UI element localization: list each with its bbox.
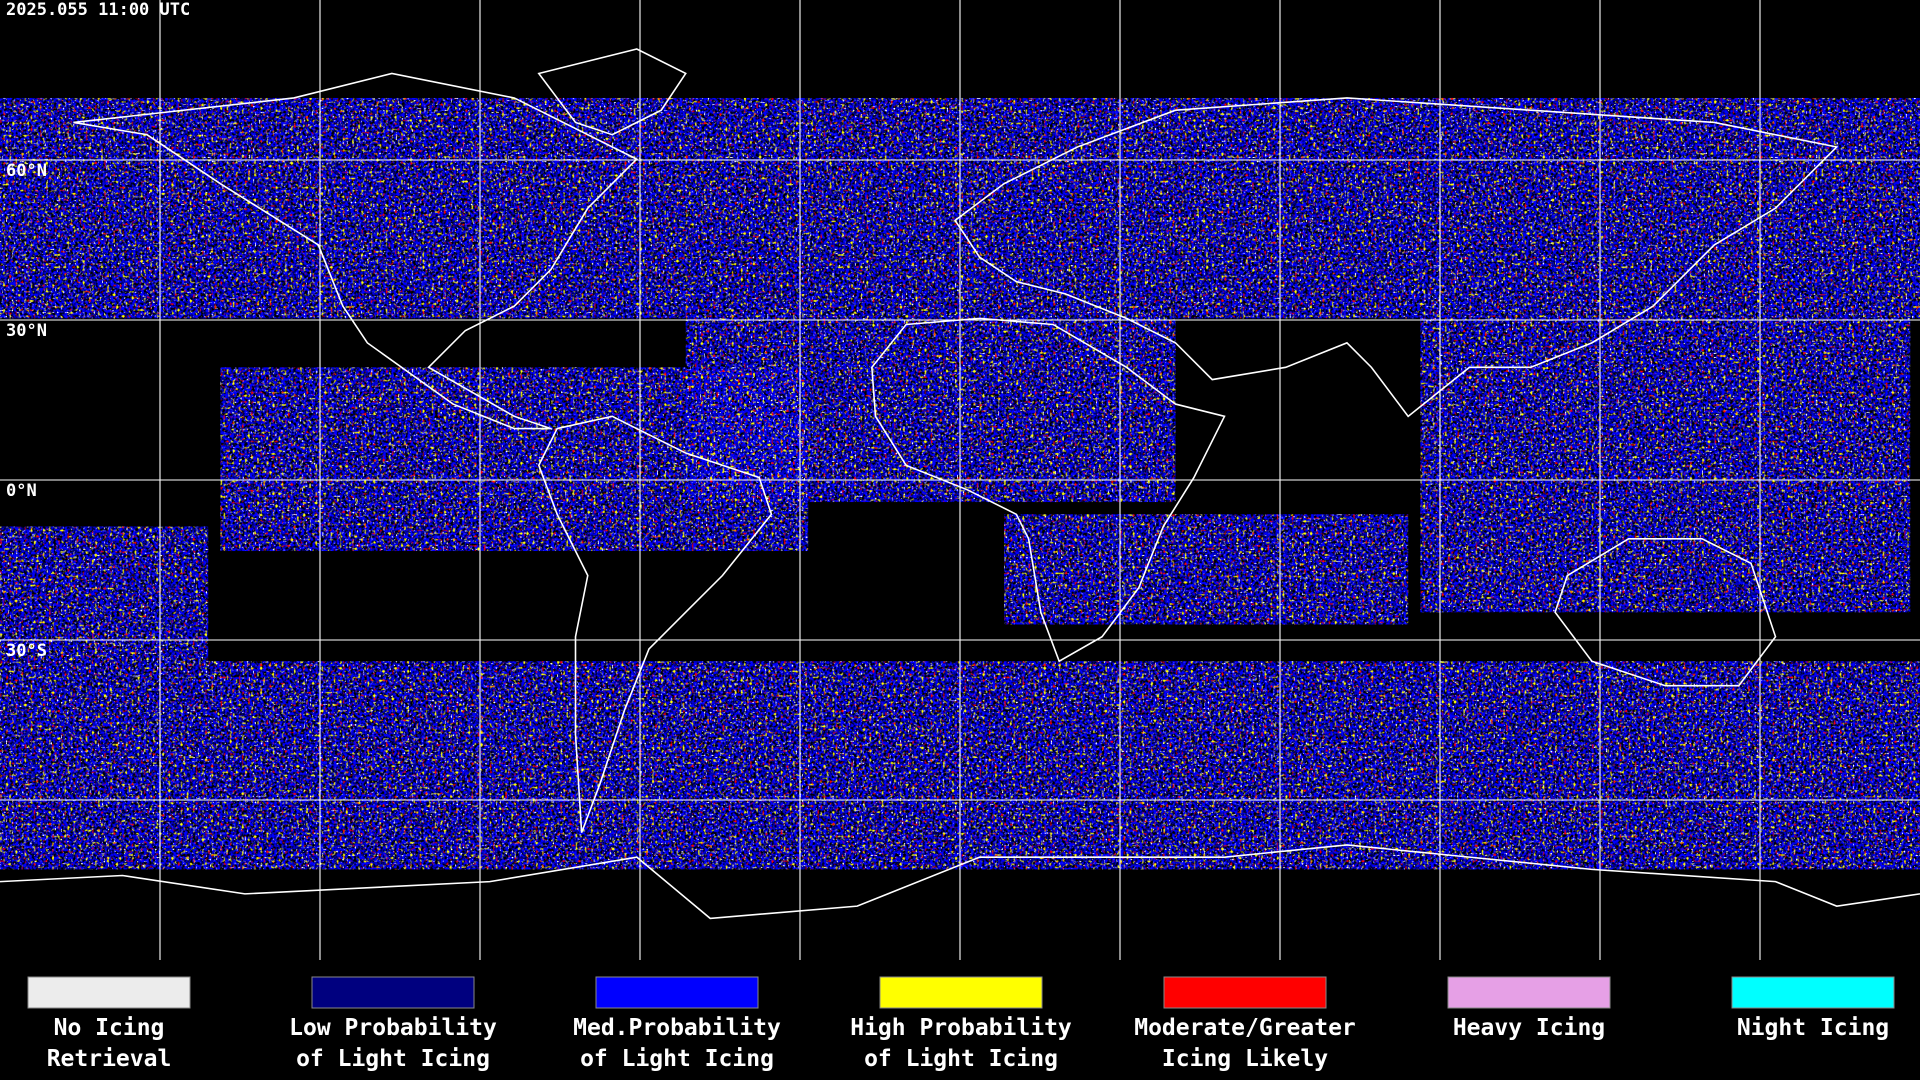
- legend-label: No Icing: [54, 1015, 165, 1041]
- legend-label: of Light Icing: [580, 1046, 774, 1072]
- legend-label: Low Probability: [289, 1015, 497, 1041]
- coastline: [537, 415, 773, 833]
- legend-label: Moderate/Greater: [1134, 1015, 1356, 1041]
- legend-label: Retrieval: [47, 1046, 172, 1072]
- coastline: [0, 844, 1920, 920]
- coastline: [537, 48, 687, 136]
- legend-label: Med.Probability: [573, 1015, 781, 1041]
- legend-label: High Probability: [850, 1015, 1072, 1041]
- icing-speckle: [1004, 514, 1409, 625]
- latitude-label: 30°N: [6, 321, 47, 341]
- icing-speckle: [1420, 318, 1911, 613]
- latitude-label: 0°N: [6, 481, 37, 501]
- legend-swatch: [879, 976, 1043, 1009]
- latitude-label: 60°N: [6, 161, 47, 181]
- legend-swatch: [1163, 976, 1327, 1009]
- legend-swatch: [1731, 976, 1895, 1009]
- legend-label: Night Icing: [1737, 1015, 1889, 1041]
- timestamp: 2025.055 11:00 UTC: [6, 0, 190, 20]
- legend-swatch: [1447, 976, 1611, 1009]
- coastlines: [0, 48, 1920, 920]
- legend-label: Heavy Icing: [1453, 1015, 1605, 1041]
- legend-swatch: [27, 976, 191, 1009]
- coastline: [73, 72, 639, 430]
- icing-speckle: [0, 526, 209, 662]
- coastline: [954, 97, 1839, 418]
- coastline: [1554, 537, 1777, 687]
- latitude-labels: 60°N 30°N 0°N 30°S: [6, 161, 47, 661]
- legend: No Icing Retrieval Low Probability of Light…: [27, 976, 1895, 1072]
- legend-swatch: [595, 976, 759, 1009]
- coastline: [871, 317, 1226, 663]
- legend-label: Icing Likely: [1162, 1046, 1328, 1072]
- map: [0, 0, 1920, 961]
- legend-swatch: [311, 976, 475, 1009]
- graticule: [0, 0, 1920, 961]
- legend-label: of Light Icing: [296, 1046, 490, 1072]
- latitude-label: 30°S: [6, 641, 47, 661]
- legend-label: of Light Icing: [864, 1046, 1058, 1072]
